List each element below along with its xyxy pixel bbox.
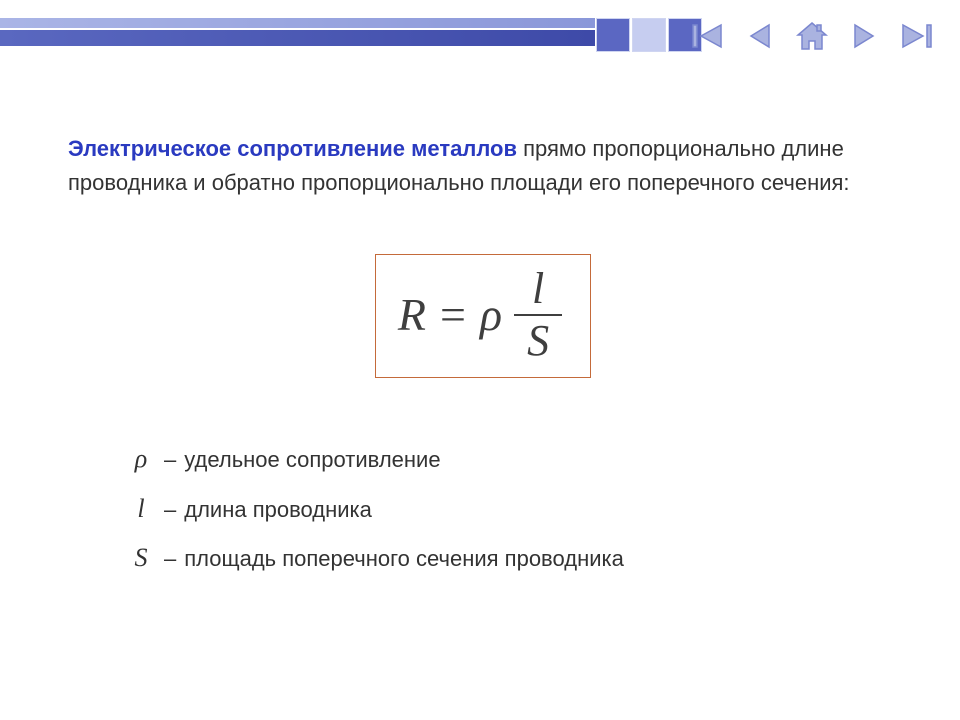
legend-text: длина проводника	[184, 489, 372, 531]
intro-paragraph: Электрическое сопротивление металлов пря…	[68, 132, 898, 200]
home-icon	[795, 20, 829, 52]
legend: ρ – удельное сопротивление l – длина про…	[128, 434, 898, 582]
intro-lead: Электрическое сопротивление металлов	[68, 136, 517, 161]
header-tile-1	[596, 18, 630, 52]
header-stripe-light	[0, 18, 595, 28]
legend-dash: –	[154, 489, 184, 531]
legend-symbol: l	[128, 484, 154, 533]
formula-fraction: l S	[514, 267, 562, 363]
formula-container: R = ρ l S	[68, 254, 898, 378]
formula-equals: =	[436, 292, 470, 338]
nav-first-button[interactable]	[688, 18, 728, 54]
legend-symbol: S	[128, 533, 154, 582]
chevron-right-icon	[849, 21, 879, 51]
nav-last-button[interactable]	[896, 18, 936, 54]
legend-symbol: ρ	[128, 434, 154, 483]
chevron-left-icon	[745, 21, 775, 51]
legend-row-l: l – длина проводника	[128, 484, 898, 533]
legend-row-s: S – площадь поперечного сечения проводни…	[128, 533, 898, 582]
legend-dash: –	[154, 439, 184, 481]
legend-text: удельное сопротивление	[184, 439, 440, 481]
nav-next-button[interactable]	[844, 18, 884, 54]
slide-content: Электрическое сопротивление металлов пря…	[68, 110, 898, 582]
header-stripe-dark	[0, 30, 595, 46]
nav-bar	[688, 18, 936, 54]
header-band	[0, 0, 960, 60]
formula-box: R = ρ l S	[375, 254, 591, 378]
formula-denominator: S	[521, 319, 555, 363]
header-tile-2	[632, 18, 666, 52]
legend-row-rho: ρ – удельное сопротивление	[128, 434, 898, 483]
legend-text: площадь поперечного сечения проводника	[184, 538, 624, 580]
nav-prev-button[interactable]	[740, 18, 780, 54]
formula-numerator: l	[526, 267, 550, 311]
formula-rho: ρ	[480, 292, 504, 338]
formula-lhs: R	[398, 292, 426, 338]
nav-home-button[interactable]	[792, 18, 832, 54]
legend-dash: –	[154, 538, 184, 580]
skip-forward-icon	[899, 21, 933, 51]
skip-back-icon	[691, 21, 725, 51]
